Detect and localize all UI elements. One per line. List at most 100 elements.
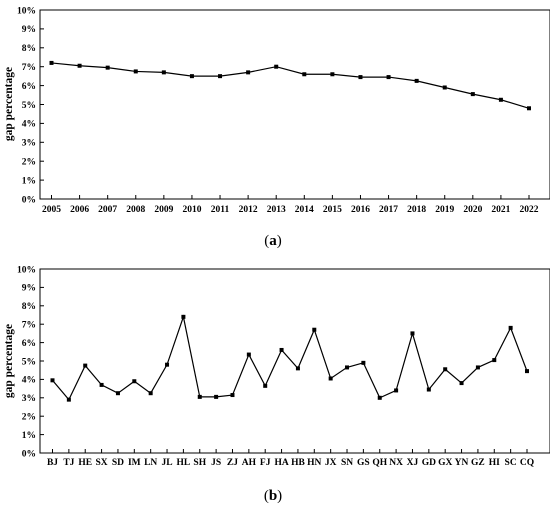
chart-b-panel-label: (b) [264, 488, 282, 504]
chart-b-point [361, 360, 366, 365]
chart-b-x-tick-label: GX [438, 458, 452, 468]
chart-a-x-tick-label: 2009 [154, 205, 173, 215]
chart-b-y-tick-label: 10% [17, 265, 36, 275]
chart-a-x-tick-label: 2012 [239, 205, 258, 215]
chart-b-x-tick-label: LN [144, 458, 157, 468]
chart-b-x-tick-label: SH [193, 458, 206, 468]
chart-a-plot-frame [39, 9, 550, 200]
chart-a-y-tick-label: 10% [17, 6, 36, 16]
chart-b-x-tick-label: QH [372, 458, 387, 468]
chart-b-point [246, 352, 251, 357]
chart-a-y-tick-label: 9% [22, 25, 36, 35]
chart-a-x-tick-label: 2005 [42, 205, 61, 215]
chart-a-x-tick-label: 2017 [379, 205, 398, 215]
chart-a-y-ticks: 0% 1% 2% 3% 4% 5% 6% 7% 8% 9% 10% [17, 6, 44, 205]
chart-a-points [49, 60, 531, 111]
chart-b-x-tick-label: HL [177, 458, 191, 468]
chart-b-point [181, 314, 186, 319]
chart-b-point [132, 379, 137, 384]
chart-b-y-tick-label: 4% [22, 376, 36, 386]
chart-a-x-tick-label: 2011 [211, 205, 230, 215]
chart-b-x-tick-label: AH [242, 458, 257, 468]
chart-b-y-axis-label: gap percentage [3, 324, 15, 398]
chart-a-series-line [51, 62, 530, 109]
chart-b-y-tick-label: 7% [22, 321, 36, 331]
chart-b-x-tick-label: HE [78, 458, 92, 468]
chart-b-x-tick-label: JL [161, 458, 172, 468]
chart-a-point [105, 65, 110, 70]
chart-a-x-tick-label: 2006 [70, 205, 89, 215]
chart-b-y-tick-label: 6% [22, 339, 36, 349]
chart-a-x-ticks: 2005 2006 2007 2008 2009 2010 2011 2012 2013 2014… [42, 195, 539, 215]
chart-b-x-tick-label: CQ [520, 458, 534, 468]
chart-b-point [50, 378, 55, 383]
chart-a-y-tick-label: 6% [22, 82, 36, 92]
chart-b-x-tick-label: HA [274, 458, 288, 468]
chart-b-x-tick-label: HN [307, 458, 321, 468]
chart-b-point [197, 394, 202, 399]
chart-a-y-tick-label: 1% [22, 176, 36, 186]
chart-b-x-tick-label: BJ [47, 458, 58, 468]
chart-b-point [263, 383, 268, 388]
chart-a-y-tick-label: 8% [22, 44, 36, 54]
chart-a-point [49, 60, 54, 65]
chart-b-y-tick-label: 3% [22, 394, 36, 404]
chart-b-points [50, 314, 529, 402]
chart-a-x-tick-label: 2015 [323, 205, 342, 215]
chart-a-point [386, 75, 391, 80]
chart-b-x-tick-label: TJ [63, 458, 74, 468]
chart-b-x-tick-label: IM [128, 458, 141, 468]
chart-a-x-tick-label: 2016 [351, 205, 370, 215]
chart-b-point [328, 376, 333, 381]
chart-b-y-tick-label: 0% [22, 449, 36, 459]
chart-a-y-tick-label: 3% [22, 139, 36, 149]
chart-a-point [133, 69, 138, 74]
chart-a-x-tick-label: 2008 [126, 205, 145, 215]
chart-b-y-tick-label: 2% [22, 413, 36, 423]
chart-a-panel-letter: a [269, 233, 277, 249]
chart-b-point [279, 347, 284, 352]
chart-b-x-tick-label: JS [211, 458, 221, 468]
chart-b: gap percentage 0% 1% 2% 3% 4% 5% 6% 7% 8% 9% 10% B… [3, 265, 550, 504]
chart-b-x-tick-label: JX [325, 458, 337, 468]
chart-b-plot-frame [39, 268, 550, 454]
chart-b-x-ticks: BJ TJ HE SX SD IM LN JL HL SH JS ZJ AH FJ HA HB HN JX SN GS… [47, 449, 534, 468]
chart-b-point [99, 382, 104, 387]
chart-b-point [66, 397, 71, 402]
chart-b-point [492, 358, 497, 363]
chart-a-x-tick-label: 2013 [267, 205, 286, 215]
chart-a-point [527, 106, 531, 111]
chart-b-point [230, 393, 235, 398]
chart-a-x-tick-label: 2007 [98, 205, 117, 215]
chart-b-point [83, 363, 88, 368]
chart-b-x-tick-label: GS [357, 458, 370, 468]
chart-b-x-tick-label: XJ [407, 458, 419, 468]
chart-b-series-line [52, 314, 528, 401]
chart-a-point [77, 63, 82, 68]
chart-a-point [470, 92, 475, 97]
chart-a-point [442, 85, 447, 90]
chart-a-x-tick-label: 2020 [463, 205, 482, 215]
chart-a-y-tick-label: 0% [22, 195, 36, 205]
chart-a-point [414, 78, 419, 83]
chart-a-y-tick-label: 5% [22, 101, 36, 111]
chart-a-x-tick-label: 2021 [491, 205, 510, 215]
chart-b-x-tick-label: YN [455, 458, 469, 468]
chart-a-point [358, 75, 363, 80]
chart-b-x-tick-label: SN [341, 458, 353, 468]
chart-b-point [148, 391, 153, 396]
chart-a-x-tick-label: 2010 [182, 205, 201, 215]
chart-a-x-tick-label: 2019 [435, 205, 454, 215]
chart-a-point [246, 70, 251, 75]
chart-b-x-tick-label: FJ [260, 458, 271, 468]
chart-a-point [302, 72, 307, 77]
chart-b-point [345, 365, 350, 370]
chart-b-point [525, 369, 529, 374]
chart-b-point [394, 388, 399, 393]
chart-a-y-tick-label: 7% [22, 63, 36, 73]
chart-b-x-tick-label: SC [505, 458, 517, 468]
chart-b-point [214, 394, 219, 399]
chart-a-y-tick-label: 4% [22, 120, 36, 130]
chart-b-x-tick-label: SX [96, 458, 108, 468]
